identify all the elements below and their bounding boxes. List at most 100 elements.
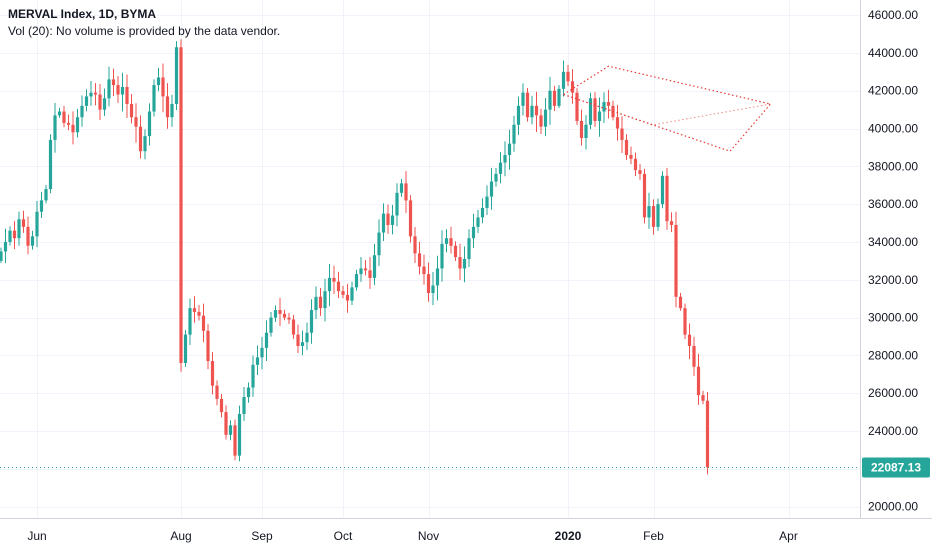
candle — [390, 205, 395, 235]
candle — [417, 241, 422, 275]
candle-body — [197, 311, 201, 316]
candle — [665, 167, 669, 230]
candle — [197, 304, 201, 321]
candle — [422, 254, 426, 285]
candle-body — [606, 102, 611, 106]
candle-body — [206, 330, 210, 362]
price-tick-label: 42000.00 — [868, 84, 918, 98]
symbol-title[interactable]: MERVAL Index, 1D, BYMA — [8, 7, 157, 21]
candle-body — [345, 294, 350, 301]
candle-body — [98, 94, 102, 110]
time-tick-label: Apr — [779, 529, 798, 543]
candle — [53, 103, 57, 153]
time-axis-labels[interactable]: Jun Aug Sep Oct Nov 2020 Feb Apr — [27, 529, 798, 543]
candle — [399, 178, 404, 197]
candle-body — [579, 120, 584, 139]
candle-body — [377, 232, 381, 256]
time-tick-label: Feb — [643, 529, 664, 543]
candle — [606, 89, 611, 119]
candle — [656, 198, 660, 231]
candle-body — [705, 400, 710, 468]
candle — [210, 351, 215, 395]
candle-body — [39, 200, 44, 212]
candle-body — [480, 207, 485, 218]
candle-body — [26, 226, 30, 246]
candle-body — [462, 259, 467, 269]
candle-body — [359, 268, 363, 275]
candle-body — [53, 115, 57, 140]
time-tick-label: Sep — [251, 529, 273, 543]
candle — [381, 203, 386, 241]
candle — [467, 229, 471, 267]
candle-body — [323, 291, 327, 309]
candle-body — [593, 98, 597, 121]
candle — [336, 271, 341, 299]
candle-body — [521, 92, 525, 106]
candle — [678, 292, 683, 311]
candle — [552, 85, 557, 111]
candle — [224, 405, 228, 440]
candle-body — [93, 92, 98, 95]
candle — [354, 269, 359, 291]
candle-body — [548, 90, 552, 110]
candle — [17, 211, 21, 246]
last-price-tag: 22087.13 — [862, 457, 930, 478]
candle — [489, 167, 494, 210]
candle — [503, 141, 507, 177]
grid-lines — [0, 0, 860, 518]
candle-body — [489, 181, 494, 197]
candle — [444, 229, 449, 253]
candle-body — [647, 206, 651, 218]
candle — [386, 204, 390, 234]
candle — [548, 76, 552, 125]
candle-body — [224, 412, 228, 435]
candle-body — [17, 219, 21, 239]
candle-body — [75, 117, 80, 133]
candle — [183, 330, 188, 367]
candle-body — [210, 361, 215, 386]
candle-body — [219, 398, 224, 413]
candle — [350, 281, 354, 305]
candle — [363, 260, 368, 276]
candle-body — [453, 245, 458, 258]
price-tick-label: 44000.00 — [868, 46, 918, 60]
candle — [557, 85, 561, 109]
candle-body — [512, 124, 516, 144]
candle — [0, 247, 3, 264]
candle — [669, 212, 674, 233]
candle — [431, 272, 435, 306]
candle-body — [386, 213, 390, 225]
candle — [269, 312, 273, 337]
candle — [345, 283, 350, 313]
candle-body — [413, 236, 417, 254]
price-tick-label: 40000.00 — [868, 122, 918, 136]
candle-body — [111, 79, 116, 86]
candle-body — [363, 268, 368, 271]
candle — [435, 255, 440, 301]
candle — [21, 210, 26, 233]
candle — [138, 115, 143, 159]
candle — [192, 296, 197, 323]
candle — [426, 262, 431, 302]
candle-body — [102, 98, 107, 110]
volume-indicator-label[interactable]: Vol (20): No volume is provided by the d… — [8, 24, 281, 38]
candle — [561, 60, 566, 97]
candle — [485, 185, 489, 215]
candle-body — [269, 317, 273, 333]
candle — [372, 243, 377, 286]
candle-body — [264, 332, 269, 348]
candle — [260, 336, 264, 370]
candle — [48, 134, 53, 194]
candle — [615, 105, 620, 141]
candle — [588, 92, 593, 130]
candle-body — [444, 238, 449, 244]
candle-body — [255, 357, 260, 365]
time-tick-label: Oct — [334, 529, 353, 543]
candle-body — [431, 285, 435, 294]
price-axis-labels[interactable]: 20000.0022000.0024000.0026000.0028000.00… — [868, 8, 918, 514]
candle-body — [309, 310, 314, 333]
candle — [282, 309, 287, 321]
candle — [516, 96, 521, 135]
candle-body — [602, 102, 606, 112]
candles — [0, 39, 710, 475]
